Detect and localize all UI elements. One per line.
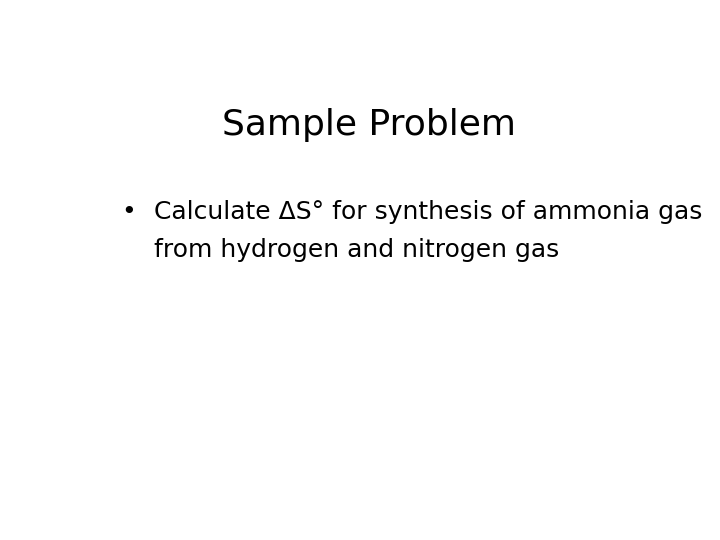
- Text: Sample Problem: Sample Problem: [222, 108, 516, 142]
- Text: •: •: [122, 200, 136, 225]
- Text: Calculate ΔS° for synthesis of ammonia gas: Calculate ΔS° for synthesis of ammonia g…: [154, 200, 703, 225]
- Text: from hydrogen and nitrogen gas: from hydrogen and nitrogen gas: [154, 238, 559, 262]
